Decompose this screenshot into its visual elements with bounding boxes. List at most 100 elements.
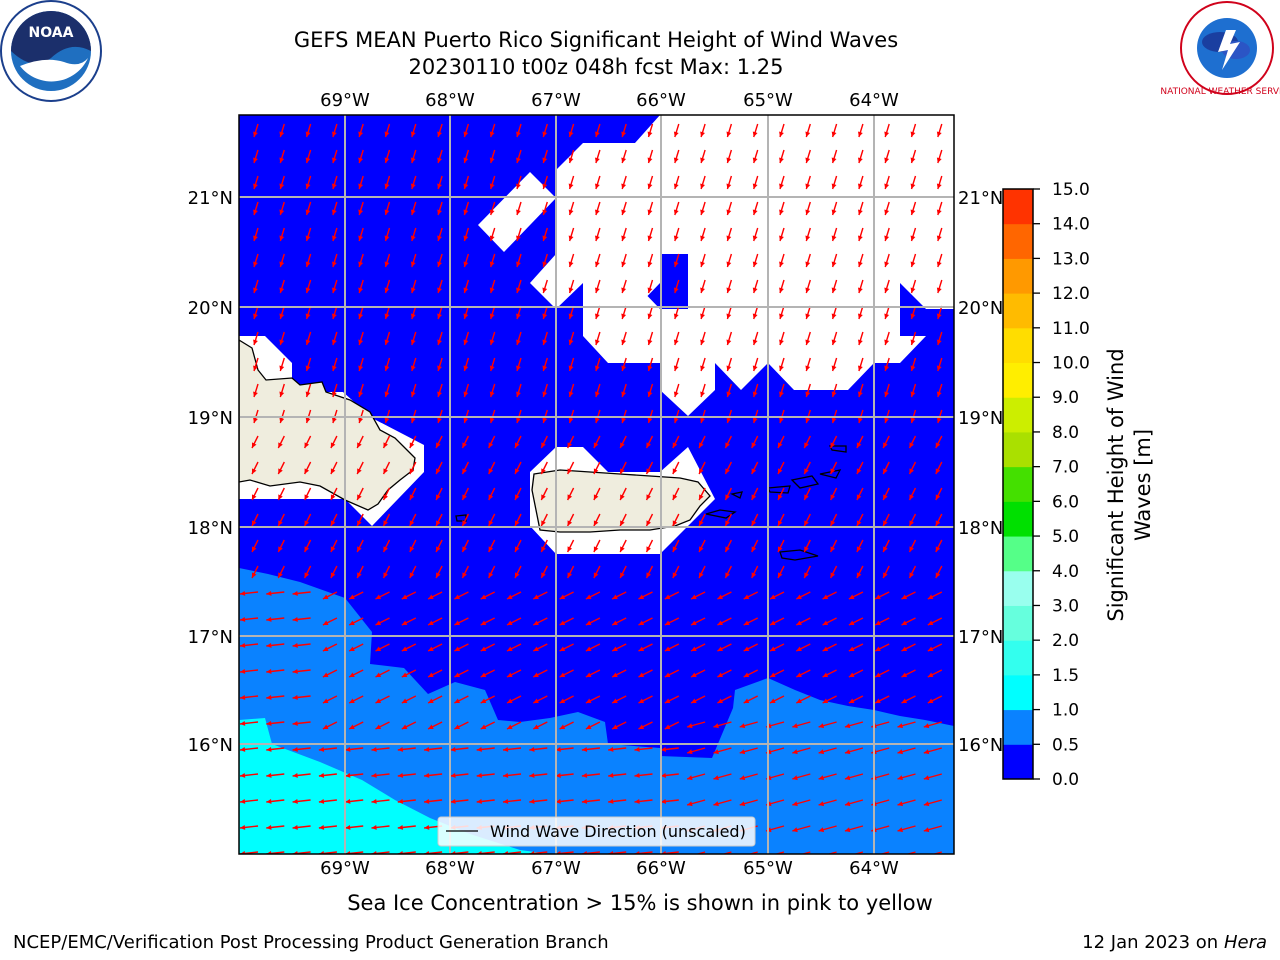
wave-arrow <box>384 331 391 346</box>
wave-arrow <box>488 513 496 527</box>
wave-arrow <box>401 643 417 652</box>
wave-arrow <box>884 305 890 320</box>
wave-arrow <box>239 616 259 622</box>
wave-arrow <box>480 617 496 626</box>
wave-arrow <box>923 825 942 833</box>
wave-arrow <box>779 305 785 320</box>
wave-arrow <box>529 772 548 778</box>
wave-arrow <box>726 123 733 138</box>
wave-arrow <box>831 149 838 164</box>
wave-arrow <box>401 591 417 600</box>
wave-arrow <box>751 461 759 475</box>
wave-arrow <box>450 798 469 804</box>
wave-arrow <box>882 565 890 579</box>
wave-arrow <box>566 565 575 579</box>
wave-arrow <box>375 617 390 626</box>
wave-arrow <box>375 591 390 600</box>
date-host: Hera <box>1223 932 1267 953</box>
lat-label: 18°N <box>188 518 233 539</box>
wave-arrow <box>568 305 575 320</box>
wave-arrow <box>358 279 364 294</box>
colorbar-segment <box>1003 258 1033 294</box>
wave-arrow <box>779 123 785 138</box>
wave-arrow <box>253 279 259 294</box>
wave-arrow <box>516 383 522 398</box>
wave-arrow <box>660 746 679 752</box>
wave-arrow <box>488 565 496 579</box>
wave-arrow <box>897 721 916 729</box>
wave-arrow <box>292 720 311 726</box>
wave-arrow <box>726 201 733 216</box>
wave-arrow <box>427 669 443 678</box>
wave-arrow <box>621 253 627 268</box>
wave-arrow <box>936 227 943 242</box>
wave-arrow <box>621 201 627 216</box>
wave-arrow <box>884 227 890 242</box>
wave-arrow <box>322 695 338 704</box>
wave-arrow <box>619 461 627 475</box>
wave-arrow <box>882 487 890 501</box>
wave-arrow <box>795 617 811 626</box>
wave-arrow <box>454 617 469 626</box>
wave-arrow <box>239 694 259 700</box>
colorbar-tick-label: 6.0 <box>1052 492 1079 512</box>
wave-arrow <box>463 253 470 268</box>
wave-arrow <box>884 253 890 268</box>
wave-arrow <box>463 123 470 138</box>
wave-arrow <box>506 591 522 600</box>
wave-arrow <box>936 123 943 138</box>
legend-label: Wind Wave Direction (unscaled) <box>490 822 746 841</box>
wave-arrow <box>514 539 522 553</box>
wave-arrow <box>410 201 417 216</box>
wave-arrow <box>724 539 733 553</box>
wave-arrow <box>874 591 890 600</box>
wave-arrow <box>331 253 338 268</box>
wave-arrow <box>874 643 890 652</box>
wave-arrow <box>461 513 470 527</box>
wave-arrow <box>857 279 864 294</box>
wave-arrow <box>506 669 522 678</box>
wave-arrow <box>424 798 443 804</box>
wave-arrow <box>489 149 496 164</box>
wave-arrow <box>516 201 522 216</box>
wave-arrow <box>542 201 548 216</box>
wave-arrow <box>358 227 364 242</box>
wave-arrow <box>279 279 285 294</box>
wave-arrow <box>292 746 311 752</box>
wave-arrow <box>489 175 496 190</box>
wave-arrow <box>795 669 811 678</box>
wave-arrow <box>514 435 522 449</box>
wave-arrow <box>936 253 943 268</box>
wave-arrow <box>910 201 917 216</box>
colorbar-segment <box>1003 223 1033 259</box>
wave-arrow <box>279 175 285 190</box>
wave-arrow <box>348 617 364 626</box>
wave-arrow <box>884 383 890 398</box>
wave-arrow <box>779 201 785 216</box>
wave-arrow <box>502 798 522 804</box>
legend: Wind Wave Direction (unscaled) <box>437 816 756 847</box>
wave-arrow <box>427 721 443 730</box>
wave-arrow <box>664 695 680 704</box>
wave-arrow <box>844 825 864 833</box>
wave-arrow <box>437 383 443 398</box>
wave-arrow <box>581 798 600 804</box>
wave-arrow <box>397 746 416 752</box>
wave-arrow <box>751 513 759 527</box>
wave-arrow <box>384 357 391 372</box>
wave-arrow <box>266 772 285 778</box>
wave-arrow <box>435 539 443 553</box>
wave-arrow <box>331 279 338 294</box>
wave-arrow <box>397 772 416 778</box>
wave-arrow <box>792 825 811 833</box>
wave-arrow <box>437 201 443 216</box>
lon-label: 67°W <box>531 858 581 879</box>
wave-arrow <box>358 305 364 320</box>
wave-arrow <box>476 798 495 804</box>
wave-arrow <box>844 747 864 755</box>
wave-arrow <box>356 435 364 449</box>
wave-arrow <box>897 773 916 781</box>
wave-arrow <box>831 357 838 372</box>
lat-label: 21°N <box>188 188 233 209</box>
wave-arrow <box>454 669 469 678</box>
